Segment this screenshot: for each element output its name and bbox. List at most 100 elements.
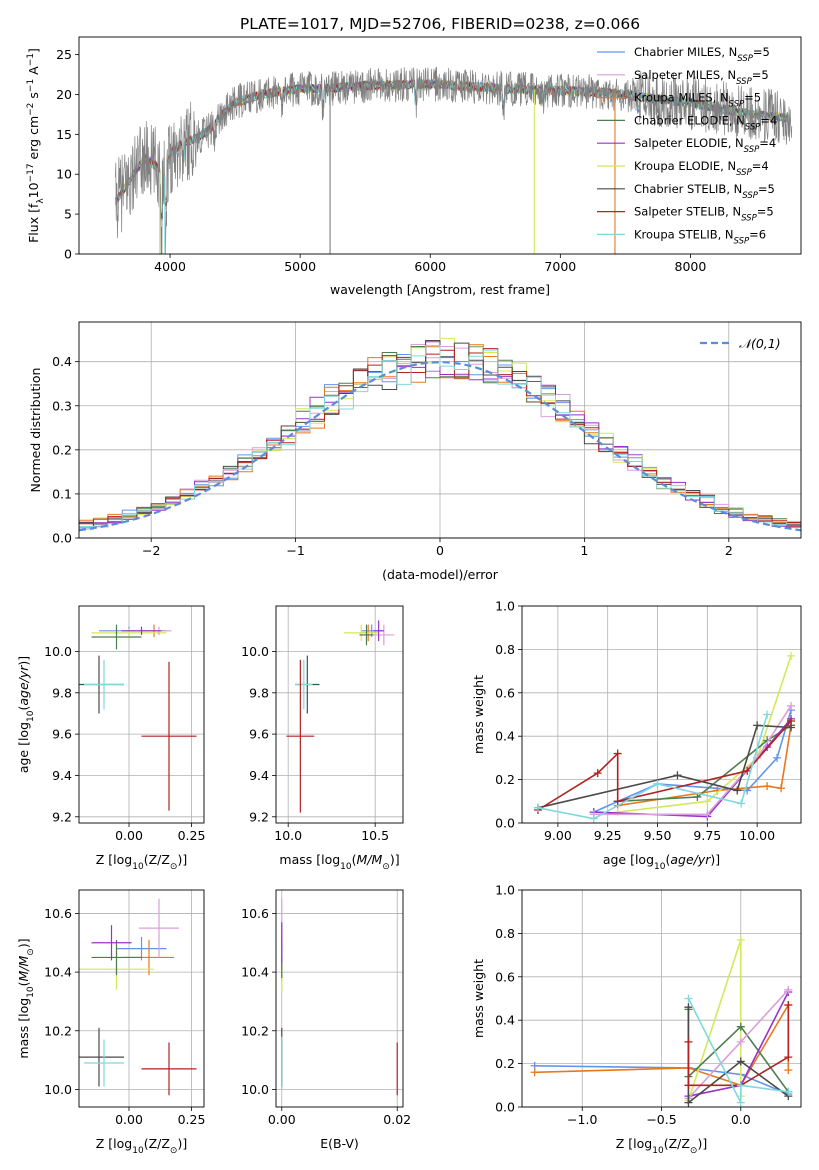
residual-histogram	[79, 345, 801, 529]
legend-suffix: =4	[760, 113, 777, 127]
legend-entry: Salpeter MILES, NSSP=5	[634, 68, 769, 87]
axes-frame	[275, 889, 404, 1108]
age-vs-Z-panel: 0.00 0.259.29.49.69.810.0Z [log10(Z/Z⊙)]a…	[16, 605, 205, 872]
legend-entry: Salpeter ELODIE, NSSP=4	[634, 136, 776, 155]
label-part: )]	[390, 852, 400, 867]
x-axis-label: Z [log10(Z/Z⊙)]	[616, 1136, 707, 1156]
legend-name: Salpeter MILES, N	[634, 68, 736, 82]
legend-suffix: =6	[749, 227, 766, 241]
y-tick-label: 0	[64, 247, 72, 262]
legend-sub: SSP	[741, 214, 757, 224]
label-part: mass [log	[16, 998, 31, 1059]
y-axis-label: Normed distribution	[28, 368, 43, 493]
x-tick-label: 10.00	[739, 828, 775, 843]
legend-entry: Kroupa MILES, NSSP=5	[634, 91, 761, 110]
weight-marker	[589, 814, 598, 823]
legend-name: Chabrier ELODIE, N	[634, 113, 745, 127]
y-axis-label: mass weight	[471, 959, 486, 1038]
y-axis-label: Flux [fλ10−17 erg cm−2 s−1 A−1]	[26, 48, 46, 243]
label-part: 10	[26, 710, 36, 722]
weight-marker	[784, 1087, 793, 1096]
label-part: Z [log	[616, 1136, 652, 1151]
y-tick-label: 0.4	[495, 1013, 515, 1028]
weight-marker	[784, 1001, 793, 1010]
y-tick-label: 0.0	[52, 531, 72, 546]
label-part: ⊙	[690, 1146, 698, 1156]
x-tick-label: 9.50	[644, 828, 672, 843]
label-part: A	[26, 66, 41, 79]
x-tick-label: 4000	[154, 259, 186, 274]
weight-marker	[703, 810, 712, 819]
label-part: 10	[26, 182, 41, 198]
weight-marker	[693, 792, 702, 801]
y-tick-label: 10.4	[44, 965, 72, 980]
y-tick-label: 9.2	[52, 809, 72, 824]
weight-marker	[763, 710, 772, 719]
legend-entry: Chabrier MILES, NSSP=5	[634, 45, 770, 64]
x-tick-label: 8000	[675, 259, 707, 274]
label-part: )]	[16, 656, 31, 666]
x-tick-label: 0.25	[178, 1112, 206, 1127]
y-tick-label: 9.2	[249, 809, 269, 824]
age-vs-mass-panel: 10.0 10.5 9.2 9.4 9.6 9.8 10.0 mass [log10(M/M⊙…	[241, 605, 404, 872]
x-tick-label: −2	[142, 543, 160, 558]
y-tick-label: 0.6	[495, 685, 515, 700]
y-tick-label: 10	[56, 167, 72, 182]
label-part: (Z/Z	[664, 1136, 690, 1151]
y-tick-label: 0.2	[52, 442, 72, 457]
y-tick-label: 1.0	[495, 599, 515, 614]
x-axis-label: mass [log10(M/M⊙)]	[279, 852, 399, 872]
legend-name: Salpeter ELODIE, N	[634, 136, 744, 150]
label-part: 10	[26, 986, 36, 998]
y-tick-label: 25	[56, 47, 72, 62]
legend-suffix: =5	[752, 68, 769, 82]
x-tick-label: −1	[286, 543, 304, 558]
label-part: −2	[26, 103, 36, 116]
axes-frame	[78, 36, 802, 255]
weight-marker	[653, 779, 662, 788]
weight-marker	[684, 994, 693, 1003]
x-tick-label: 10.0	[274, 828, 302, 843]
legend-sub: SSP	[736, 77, 752, 87]
label-part: Z [log	[96, 852, 132, 867]
legend-sub: SSP	[745, 122, 761, 132]
label-part: ⊙	[382, 862, 390, 872]
label-part: )]	[16, 938, 31, 948]
y-tick-label: 10.4	[241, 965, 269, 980]
y-tick-label: 5	[64, 207, 72, 222]
weight-line	[687, 998, 789, 1104]
legend-name: Chabrier MILES, N	[634, 45, 737, 59]
weight-marker	[684, 1003, 693, 1012]
y-tick-label: 0.0	[495, 816, 515, 831]
y-tick-label: 0.4	[52, 354, 72, 369]
weight-marker	[736, 1057, 745, 1066]
legend-name: Kroupa MILES, N	[634, 91, 729, 105]
x-tick-label: 2	[725, 543, 733, 558]
label-part: age/yr	[16, 665, 31, 706]
weight-marker	[673, 771, 682, 780]
label-part: (	[16, 706, 31, 711]
y-tick-label: 0.0	[495, 1100, 515, 1115]
legend-sub: SSP	[737, 54, 753, 64]
mass-vs-EBV-panel: 0.00 0.02 10.0 10.2 10.4 10.6 E(B-V)	[241, 889, 411, 1151]
label-part: ⊙	[170, 862, 178, 872]
legend-sub: SSP	[736, 168, 752, 178]
label-part: (Z/Z	[144, 852, 170, 867]
y-tick-label: 1.0	[495, 883, 515, 898]
x-tick-label: 0	[436, 543, 444, 558]
weight-marker	[777, 784, 786, 793]
x-tick-label: 0.0	[731, 1112, 751, 1127]
weight-line	[537, 714, 768, 820]
x-tick-label: 9.25	[594, 828, 622, 843]
weight-marker	[763, 782, 772, 791]
weight-marker	[703, 797, 712, 806]
y-tick-label: 9.6	[52, 727, 72, 742]
y-tick-label: 10.6	[44, 906, 72, 921]
legend-entry: Kroupa STELIB, NSSP=6	[634, 227, 766, 246]
x-tick-label: 0.00	[115, 828, 143, 843]
label-part: λ	[36, 198, 46, 204]
weight-line	[617, 725, 792, 807]
label-part: M/M	[16, 955, 31, 981]
legend-sub: SSP	[742, 191, 758, 201]
